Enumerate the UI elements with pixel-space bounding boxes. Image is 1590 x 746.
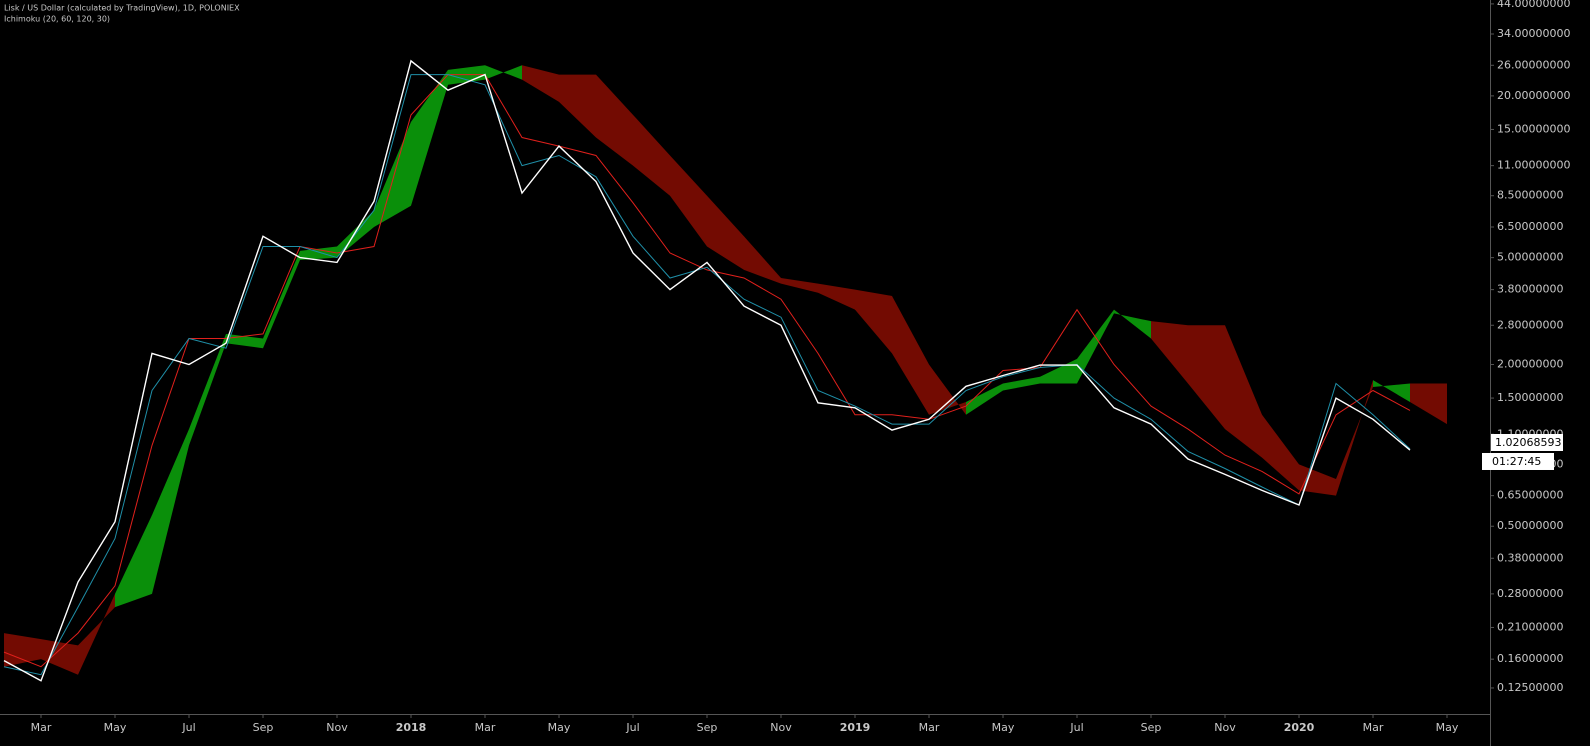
x-tick-label: Nov	[1214, 721, 1236, 734]
y-tick-label: 0.65000000	[1497, 489, 1563, 502]
countdown-label: 01:27:45	[1492, 455, 1541, 468]
indicator-label: Ichimoku (20, 60, 120, 30)	[4, 15, 110, 24]
x-tick-label: May	[992, 721, 1015, 734]
cloud-segment	[1003, 376, 1040, 391]
y-tick-label: 11.00000000	[1497, 159, 1570, 172]
cloud-segment	[1373, 380, 1410, 403]
cloud-segment	[818, 283, 855, 310]
y-tick-label: 1.50000000	[1497, 391, 1563, 404]
last-price-label: 1.02068593	[1495, 436, 1561, 449]
x-tick-label: 2020	[1284, 721, 1315, 734]
base-line	[3, 74, 1411, 668]
y-tick-label: 0.28000000	[1497, 587, 1563, 600]
cloud-segment	[485, 65, 522, 80]
cloud-segment	[1262, 414, 1299, 491]
cloud-segment	[670, 155, 707, 247]
cloud-segment	[559, 74, 596, 138]
x-tick-label: Nov	[326, 721, 348, 734]
cloud-segment	[300, 246, 337, 260]
y-tick-label: 0.38000000	[1497, 551, 1563, 564]
y-tick-label: 20.00000000	[1497, 89, 1570, 102]
cloud-segment	[781, 277, 818, 293]
y-tick-label: 0.21000000	[1497, 620, 1563, 633]
x-tick-label: 2018	[396, 721, 427, 734]
x-tick-label: Jul	[625, 721, 639, 734]
x-tick-label: May	[104, 721, 127, 734]
y-tick-label: 26.00000000	[1497, 58, 1570, 71]
x-tick-label: Mar	[1363, 721, 1384, 734]
x-tick-label: Jul	[1069, 721, 1083, 734]
conversion-line	[3, 74, 1411, 676]
cloud-segment	[1188, 325, 1225, 430]
cloud-segment	[152, 429, 189, 594]
cloud-segment	[1114, 309, 1151, 339]
cloud-segment	[744, 236, 781, 284]
cloud-segment	[633, 114, 670, 196]
cloud-segment	[522, 65, 559, 102]
x-tick-label: May	[548, 721, 571, 734]
y-tick-label: 34.00000000	[1497, 27, 1570, 40]
y-tick-label: 44.00000000	[1497, 0, 1570, 10]
x-tick-label: Mar	[475, 721, 496, 734]
cloud-segment	[1151, 321, 1188, 384]
countdown-box	[1482, 452, 1554, 470]
x-tick-label: May	[1436, 721, 1459, 734]
y-tick-label: 15.00000000	[1497, 122, 1570, 135]
cloud-segment	[41, 639, 78, 675]
cloud-segment	[966, 383, 1003, 415]
cloud-segment	[892, 295, 929, 415]
cloud-segment	[707, 195, 744, 270]
cloud-segment	[855, 289, 892, 354]
cloud-segment	[1225, 325, 1262, 458]
last-price-box	[1491, 433, 1563, 451]
cloud-segment	[1336, 380, 1373, 496]
cloud-segment	[189, 333, 226, 446]
cloud-segment	[115, 515, 152, 608]
y-tick-label: 0.16000000	[1497, 652, 1563, 665]
x-tick-label: Sep	[1141, 721, 1162, 734]
price-line	[3, 59, 1411, 682]
cloud-segment	[1299, 464, 1336, 496]
y-tick-label: 0.50000000	[1497, 519, 1563, 532]
cloud-segment	[929, 364, 966, 415]
cloud-segment	[596, 74, 633, 166]
y-tick-label: 5.00000000	[1497, 251, 1563, 264]
cloud-segment	[1410, 383, 1447, 425]
chart-title: Lisk / US Dollar (calculated by TradingV…	[4, 4, 240, 13]
x-tick-label: Mar	[919, 721, 940, 734]
y-tick-label: 6.50000000	[1497, 220, 1563, 233]
x-tick-label: Nov	[770, 721, 792, 734]
cloud-segment	[78, 593, 115, 675]
y-tick-label: 0.12500000	[1497, 681, 1563, 694]
x-tick-label: 2019	[840, 721, 871, 734]
x-tick-label: Mar	[31, 721, 52, 734]
y-tick-label: 3.80000000	[1497, 283, 1563, 296]
x-tick-label: Sep	[253, 721, 274, 734]
x-tick-label: Jul	[181, 721, 195, 734]
cloud-segment	[411, 69, 448, 206]
cloud-segment	[263, 250, 300, 349]
y-tick-label: 2.80000000	[1497, 318, 1563, 331]
plot-area	[3, 59, 1447, 682]
cloud-segment	[1077, 309, 1114, 384]
y-tick-label: 2.00000000	[1497, 358, 1563, 371]
cloud-segment	[4, 633, 41, 667]
x-tick-label: Sep	[697, 721, 718, 734]
y-tick-label: 8.50000000	[1497, 189, 1563, 202]
